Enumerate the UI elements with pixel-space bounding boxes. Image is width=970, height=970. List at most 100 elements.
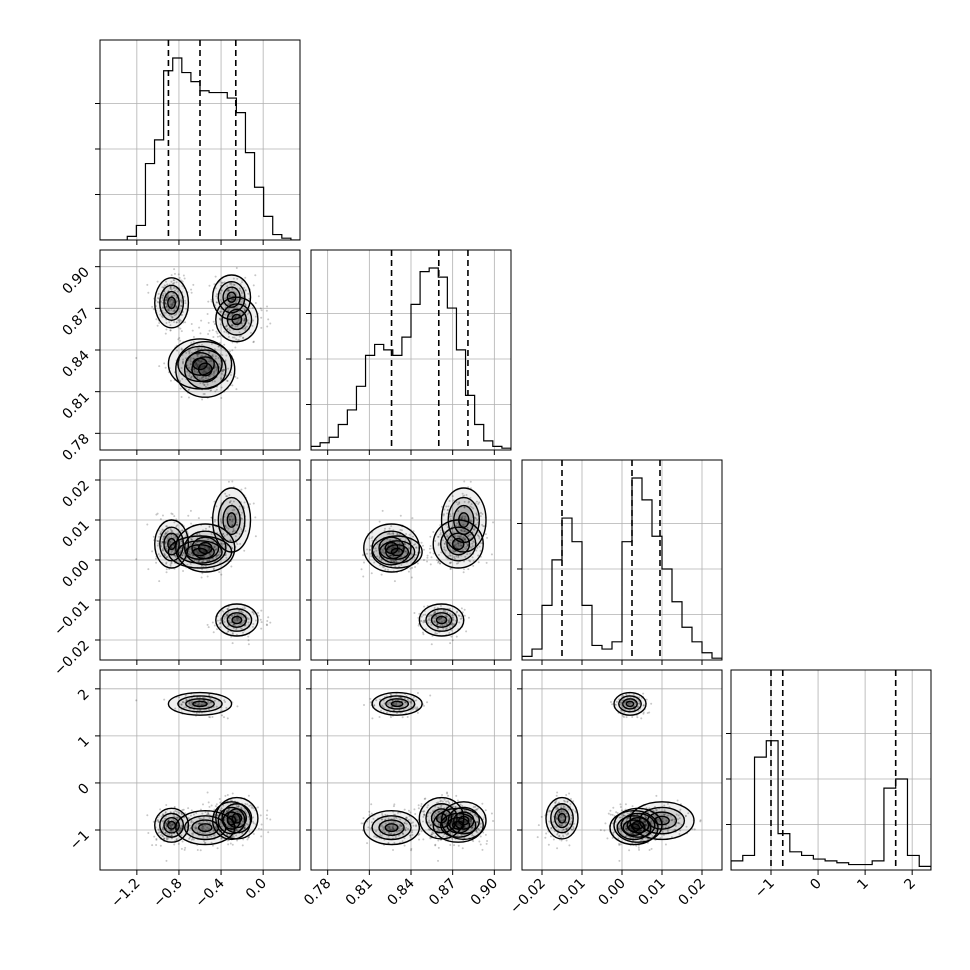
- sample-point: [190, 291, 193, 294]
- sample-point: [165, 823, 168, 826]
- y-tick-label: 0.87: [59, 306, 92, 339]
- density-contour: [163, 290, 180, 315]
- sample-point: [161, 294, 164, 297]
- sample-point: [463, 500, 466, 503]
- sample-point: [194, 702, 197, 705]
- sample-point: [218, 551, 221, 554]
- sample-point: [212, 546, 215, 549]
- sample-point: [232, 529, 235, 532]
- sample-point: [197, 560, 200, 563]
- sample-point: [446, 792, 449, 795]
- sample-point: [464, 515, 467, 518]
- sample-point: [190, 701, 193, 704]
- sample-point: [429, 824, 432, 827]
- sample-point: [429, 544, 432, 547]
- sample-point: [227, 808, 230, 811]
- sample-point: [179, 318, 182, 321]
- sample-point: [215, 828, 218, 831]
- sample-point: [417, 624, 420, 627]
- sample-point: [232, 623, 235, 626]
- sample-point: [439, 624, 442, 627]
- sample-point: [429, 619, 432, 622]
- sample-point: [219, 518, 222, 521]
- y-tick-label: 0.01: [59, 518, 92, 551]
- density-contour: [221, 303, 253, 336]
- sample-point: [165, 571, 168, 574]
- sample-point: [252, 611, 255, 614]
- sample-point: [460, 617, 463, 620]
- sample-point: [246, 838, 249, 841]
- sample-point: [214, 518, 217, 521]
- sample-point: [170, 837, 173, 840]
- sample-point: [215, 505, 218, 508]
- sample-point: [444, 549, 447, 552]
- sample-point: [175, 321, 178, 324]
- sample-point: [452, 499, 455, 502]
- sample-point: [243, 309, 246, 312]
- sample-point: [178, 337, 181, 340]
- sample-point: [257, 614, 260, 617]
- sample-point: [242, 616, 245, 619]
- sample-point: [228, 295, 231, 298]
- sample-point: [416, 562, 419, 565]
- sample-point: [181, 280, 184, 283]
- sample-point: [466, 530, 469, 533]
- sample-point: [165, 305, 168, 308]
- sample-point: [226, 380, 229, 383]
- density-contour: [446, 532, 471, 556]
- sample-point: [231, 336, 234, 339]
- sample-point: [201, 365, 204, 368]
- sample-point: [477, 807, 480, 810]
- sample-point: [228, 825, 231, 828]
- sample-point: [437, 553, 440, 556]
- density-contour: [447, 806, 481, 835]
- sample-point: [164, 542, 167, 545]
- sample-point: [422, 613, 425, 616]
- sample-point: [210, 389, 213, 392]
- sample-point: [165, 827, 168, 830]
- sample-point: [396, 811, 399, 814]
- sample-point: [426, 554, 429, 557]
- y-tick-label: 0.78: [59, 431, 92, 464]
- sample-point: [168, 822, 171, 825]
- sample-point: [407, 570, 410, 573]
- sample-point: [164, 831, 167, 834]
- sample-point: [438, 618, 441, 621]
- sample-point: [447, 812, 450, 815]
- sample-point: [189, 836, 192, 839]
- sample-point: [202, 699, 205, 702]
- sample-point: [171, 824, 174, 827]
- sample-point: [157, 831, 160, 834]
- sample-point: [169, 829, 172, 832]
- sample-point: [191, 833, 194, 836]
- sample-point: [252, 816, 255, 819]
- sample-point: [200, 565, 203, 568]
- sample-point: [206, 826, 209, 829]
- sample-point: [188, 350, 191, 353]
- sample-point: [482, 831, 485, 834]
- sample-point: [409, 834, 412, 837]
- sample-point: [403, 822, 406, 825]
- sample-point: [388, 827, 391, 830]
- sample-point: [378, 698, 381, 701]
- sample-point: [180, 367, 183, 370]
- sample-point: [165, 822, 168, 825]
- sample-point: [216, 628, 219, 631]
- sample-point: [182, 700, 185, 703]
- sample-point: [235, 810, 238, 813]
- sample-point: [224, 492, 227, 495]
- sample-point: [390, 832, 393, 835]
- sample-point: [484, 809, 487, 812]
- sample-point: [228, 518, 231, 521]
- sample-point: [170, 304, 173, 307]
- sample-point: [448, 619, 451, 622]
- sample-point: [172, 299, 175, 302]
- sample-point: [189, 358, 192, 361]
- sample-point: [172, 287, 175, 290]
- sample-point: [362, 817, 365, 820]
- sample-point: [416, 711, 419, 714]
- sample-point: [388, 826, 391, 829]
- sample-point: [457, 614, 460, 617]
- sample-point: [210, 300, 213, 303]
